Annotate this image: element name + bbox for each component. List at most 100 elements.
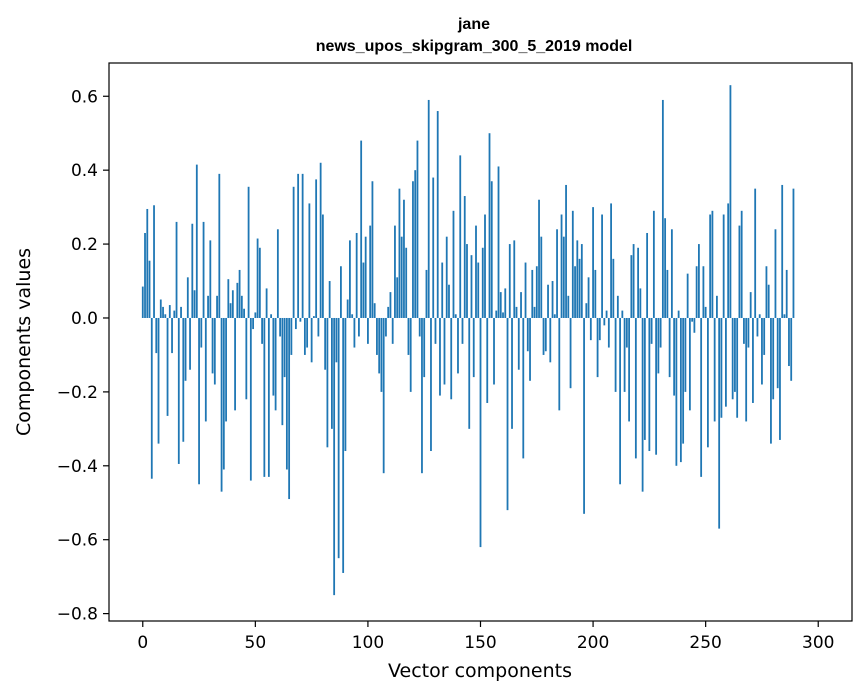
y-axis: −0.8 −0.6 −0.4 −0.2 0.0 0.2 0.4 0.6 [57,87,109,625]
bar [734,317,736,392]
bar [387,306,390,318]
bar [711,210,714,318]
bar [738,225,741,318]
bar [263,317,266,477]
bar [218,173,221,318]
bar [567,295,570,318]
bar [186,277,189,318]
bar [396,277,399,318]
bar [319,162,322,318]
bar [328,281,331,318]
bar [148,260,151,318]
bar [166,317,169,416]
bar [610,203,612,318]
bar [306,317,309,348]
bar [531,269,534,318]
bar [202,221,205,318]
bar [632,244,635,318]
bar [427,99,430,318]
bar [423,317,426,378]
bar [754,188,757,318]
bar [515,306,518,318]
bar [481,247,484,318]
x-tick-label: 0 [137,633,148,653]
bar [562,236,565,318]
chart-title: jane [457,16,490,33]
bar [614,317,617,392]
bar [517,317,520,370]
bar [245,317,248,400]
bar [425,269,428,318]
bar [745,317,748,422]
bar [508,244,511,318]
bar [373,303,376,318]
bar [337,317,340,559]
bar [382,317,385,474]
bar [184,317,187,381]
bar [360,140,363,318]
bar [659,317,662,348]
bar [389,292,392,318]
bar [558,317,561,411]
bar [612,258,615,318]
bar [499,292,502,318]
bar [272,317,275,396]
bar [364,236,367,318]
bar [326,317,329,448]
bar [472,317,475,378]
bar [274,317,277,411]
bar [468,317,471,429]
bar [243,308,245,318]
bar [177,317,180,464]
bar [459,155,462,318]
bar [740,210,743,318]
bar [157,317,160,444]
bar [146,208,149,318]
bar [700,317,703,477]
bar [504,288,507,318]
bar [385,317,387,337]
y-tick-label: 0.4 [71,161,98,181]
bar [236,282,239,318]
bar [542,317,545,355]
bar [173,310,176,318]
bar [256,238,259,318]
bar [490,181,493,318]
bar [159,299,162,318]
bar [781,184,784,318]
bar [752,317,754,403]
bar [220,317,223,492]
bar [524,262,527,318]
bar [718,317,721,529]
bar [679,317,682,463]
bar [767,284,770,318]
y-tick-label: −0.6 [57,531,98,551]
bar [538,199,540,318]
bar [668,317,671,378]
bar [247,186,250,318]
bar [443,317,446,385]
bar [729,85,732,318]
bar [141,286,144,318]
bar [294,317,297,330]
bar [335,317,338,363]
bar [513,240,516,318]
bar [783,314,786,318]
bar [222,317,225,470]
bar [301,173,304,318]
bar [310,317,313,363]
bar [758,314,761,318]
bar [432,177,435,318]
bar [716,295,718,318]
bar [655,317,658,455]
bar [333,317,336,596]
bar [297,173,300,318]
x-tick-label: 50 [245,633,267,653]
bar [315,179,318,318]
bar [648,317,651,452]
bar [731,317,734,400]
bar [279,317,282,337]
bar [391,317,394,344]
bar [493,317,495,385]
bar [657,317,660,374]
